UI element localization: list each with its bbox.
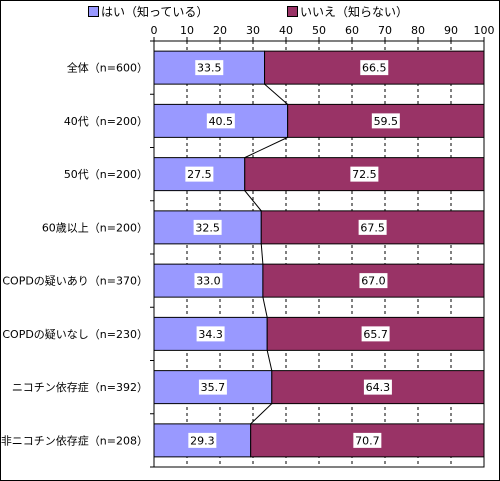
x-tick-label: 30 [246, 24, 260, 37]
series-line [244, 136, 288, 159]
x-tick-label: 0 [151, 24, 158, 37]
category-label: 非ニコチン依存症（n=208） [1, 433, 148, 447]
legend-swatch-no [287, 5, 298, 17]
value-label-yes: 40.5 [209, 115, 234, 128]
series-line [266, 350, 273, 371]
series-line [262, 297, 268, 318]
value-label-yes-box [185, 166, 214, 182]
value-label-no: 64.3 [366, 381, 391, 394]
x-tick-label: 20 [213, 24, 227, 37]
x-tick-label: 60 [345, 24, 359, 37]
value-label-yes-box [188, 432, 217, 448]
series-line [260, 243, 264, 265]
value-label-no-box [350, 166, 379, 182]
value-label-yes: 33.0 [196, 275, 221, 288]
series-line [264, 83, 288, 105]
x-tick-label: 80 [411, 24, 425, 37]
x-tick-label: 10 [180, 24, 194, 37]
category-label: 全体（n=600） [67, 61, 148, 75]
value-label-no: 67.5 [360, 221, 385, 234]
category-label: 50代（n=200） [64, 168, 148, 181]
series-line [250, 403, 273, 425]
category-label: 60歳以上（n=200） [42, 221, 148, 234]
value-label-yes: 32.5 [195, 221, 220, 234]
value-label-no: 67.0 [361, 275, 386, 288]
x-tick-label: 70 [378, 24, 392, 37]
value-label-no-box [353, 432, 382, 448]
category-label: ニコチン依存症（n=392） [12, 380, 148, 394]
value-label-yes: 27.5 [187, 168, 212, 181]
x-tick-label: 100 [474, 24, 495, 37]
legend-swatch-yes [88, 5, 99, 17]
value-label-yes: 29.3 [190, 434, 215, 447]
legend-label-yes: はい（知っている） [101, 4, 209, 19]
value-label-yes: 34.3 [198, 328, 223, 341]
value-label-yes-box [198, 379, 227, 395]
series-line [244, 190, 262, 212]
value-label-yes-box [195, 60, 224, 76]
bar-yes [153, 423, 252, 458]
value-label-yes-box [193, 219, 222, 235]
category-label: COPDの疑いなし（n=230） [2, 328, 148, 341]
x-tick-label: 50 [312, 24, 326, 37]
value-label-yes: 35.7 [201, 381, 226, 394]
value-label-yes-box [196, 326, 225, 342]
value-label-no-box [360, 60, 389, 76]
legend-item-yes: はい（知っている） [88, 3, 208, 19]
value-label-yes-box [194, 273, 223, 289]
value-label-no-box [359, 273, 388, 289]
legend-item-no: いいえ（知らない） [287, 3, 408, 19]
value-label-yes: 33.5 [197, 62, 222, 75]
value-label-no-box [358, 219, 387, 235]
category-label: COPDの疑いあり（n=370） [2, 275, 148, 288]
value-label-no-box [363, 379, 392, 395]
category-label: 40代（n=200） [64, 115, 148, 128]
x-tick-label: 90 [444, 24, 458, 37]
legend-label-no: いいえ（知らない） [300, 4, 409, 19]
value-label-no: 72.5 [352, 168, 377, 181]
value-label-no: 59.5 [374, 115, 399, 128]
value-label-yes-box [206, 113, 235, 129]
value-label-no-box [371, 113, 400, 129]
value-label-no: 65.7 [363, 328, 388, 341]
value-label-no: 70.7 [355, 434, 380, 447]
x-tick-label: 40 [279, 24, 293, 37]
value-label-no: 66.5 [362, 62, 387, 75]
value-label-no-box [361, 326, 390, 342]
